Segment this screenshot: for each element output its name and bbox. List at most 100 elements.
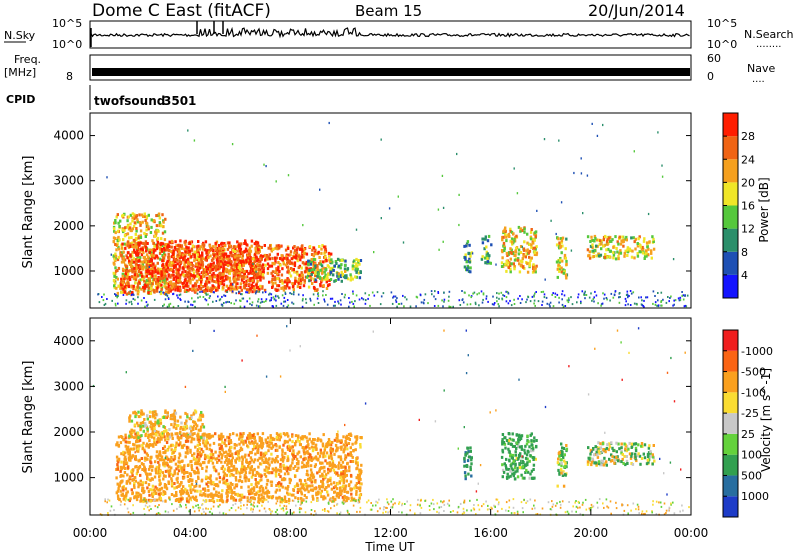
power-cell (596, 244, 599, 248)
velocity-cell (287, 434, 290, 438)
power-cell (506, 290, 509, 293)
power-cell (677, 297, 680, 300)
velocity-cell (285, 469, 289, 473)
power-cell (594, 236, 597, 240)
power-cell (151, 255, 154, 259)
power-cell (245, 281, 248, 285)
velocity-cell (355, 492, 358, 496)
power-cell (442, 206, 445, 209)
power-cell (245, 291, 247, 294)
velocity-cell (194, 445, 197, 449)
power-cell (132, 276, 136, 280)
power-cell (122, 238, 125, 242)
power-cell (652, 290, 655, 293)
velocity-cell (131, 471, 134, 475)
power-cell (220, 276, 224, 280)
power-cell (127, 261, 131, 265)
velocity-cell (124, 433, 127, 437)
power-cell (144, 215, 147, 219)
velocity-cell (250, 458, 253, 462)
velocity-cell (243, 455, 247, 459)
power-cell (238, 244, 242, 248)
power-cell (172, 273, 175, 277)
velocity-cell (186, 475, 190, 479)
velocity-cell (158, 440, 161, 444)
power-cell (194, 282, 197, 286)
power-cell (308, 279, 311, 283)
power-cell (619, 251, 623, 255)
velocity-cell (154, 485, 157, 489)
power-cell (242, 297, 245, 300)
velocity-cell (116, 465, 119, 469)
velocity-cell (173, 486, 176, 490)
power-cell (277, 265, 280, 269)
power-cell (530, 256, 533, 260)
power-cell (205, 282, 208, 286)
velocity-cell (323, 465, 326, 469)
power-cell (286, 284, 289, 288)
velocity-cell (279, 469, 283, 473)
power-cell (580, 172, 583, 175)
nsky-left-tick-top: 10^5 (52, 17, 82, 30)
velocity-cell (352, 449, 355, 452)
power-cell (255, 304, 258, 307)
power-cell (128, 301, 131, 304)
power-cell (245, 269, 249, 273)
power-cell (323, 270, 326, 274)
power-cell (565, 262, 568, 266)
power-cell (233, 263, 236, 267)
power-cell (243, 284, 246, 288)
velocity-cell (264, 438, 267, 442)
power-cell (640, 248, 644, 252)
velocity-cell (223, 442, 226, 445)
power-cell (174, 285, 177, 289)
velocity-cell (273, 437, 276, 441)
power-cell (168, 240, 171, 244)
power-cell (250, 285, 253, 289)
power-cell (482, 292, 485, 295)
velocity-cell (338, 492, 341, 496)
velocity-cell (333, 470, 337, 474)
velocity-cell (266, 478, 269, 482)
velocity-cell (170, 482, 174, 486)
power-cell (218, 255, 221, 259)
power-cell (115, 276, 118, 279)
power-cell (190, 255, 193, 259)
power-cell (483, 256, 487, 260)
velocity-cell (295, 440, 298, 444)
velocity-cell (254, 482, 258, 486)
power-cell (270, 299, 272, 302)
power-cell (135, 275, 138, 279)
velocity-cell (325, 451, 329, 455)
power-cell (158, 270, 162, 274)
velocity-cell (266, 436, 270, 440)
power-cell (164, 248, 167, 252)
velocity-cell (191, 495, 195, 499)
power-cell (261, 266, 264, 270)
power-cell (265, 298, 268, 301)
power-cell (509, 247, 512, 251)
power-cell (521, 260, 524, 264)
power-cell (125, 225, 128, 229)
velocity-cell (265, 440, 268, 444)
velocity-cell (311, 488, 314, 492)
velocity-cell (163, 445, 166, 449)
power-cell (339, 299, 342, 302)
velocity-cell (294, 496, 297, 500)
power-cell (239, 260, 243, 263)
power-cell (247, 272, 250, 276)
power-cell (205, 292, 207, 295)
power-cell (633, 240, 636, 244)
power-cell (502, 241, 506, 245)
velocity-data (92, 325, 690, 516)
power-cell (121, 242, 124, 246)
power-cell (602, 292, 604, 295)
velocity-cell (238, 449, 242, 453)
velocity-cell (229, 481, 232, 485)
power-cell (248, 248, 251, 252)
power-cell (308, 268, 311, 272)
power-cell (351, 300, 353, 303)
velocity-cell (243, 474, 247, 478)
power-cell (147, 286, 150, 290)
power-cell (178, 287, 181, 290)
